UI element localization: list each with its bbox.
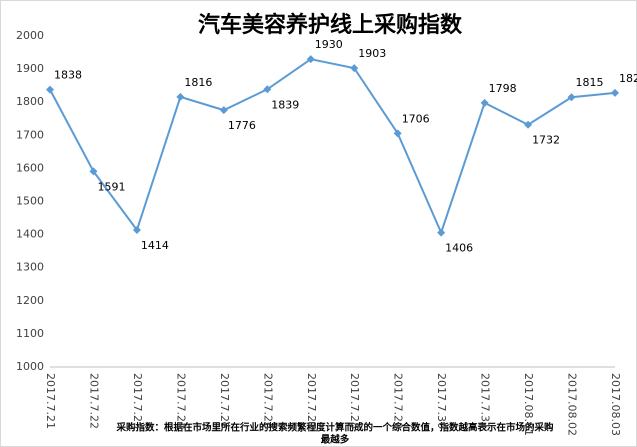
y-tick-label: 1300 <box>16 261 44 274</box>
data-label: 1838 <box>54 69 82 82</box>
data-label: 1591 <box>97 180 125 193</box>
x-tick-label: 2017.7.30 <box>435 373 448 429</box>
x-tick-label: 2017.7.26 <box>261 373 274 429</box>
footnote: 最越多 <box>321 434 350 446</box>
y-tick-label: 1000 <box>16 360 44 373</box>
data-label: 1816 <box>184 76 212 89</box>
marker <box>176 92 185 101</box>
x-tick-label: 2017.7.29 <box>392 373 405 429</box>
y-tick-label: 2000 <box>16 29 44 42</box>
data-label: 1903 <box>358 47 386 60</box>
x-tick-label: 2017.7.21 <box>44 373 57 429</box>
data-label: 1815 <box>576 76 604 89</box>
marker <box>89 167 98 176</box>
chart-title: 汽车美容养护线上采购指数 <box>198 12 463 38</box>
marker <box>219 106 228 115</box>
data-label: 1930 <box>315 38 343 51</box>
data-label: 1839 <box>271 98 299 111</box>
data-label: 1414 <box>141 239 169 252</box>
x-tick-label: 2017.08.03 <box>609 373 622 436</box>
marker <box>567 93 576 102</box>
x-tick-label: 2017.7.22 <box>87 373 100 429</box>
marker <box>46 85 54 94</box>
x-tick-label: 2017.7.24 <box>174 373 187 429</box>
x-tick-label: 2017.08.02 <box>566 373 579 436</box>
y-tick-label: 1600 <box>16 161 44 174</box>
data-label: 1776 <box>228 119 256 132</box>
marker <box>306 55 315 64</box>
marker <box>132 225 141 234</box>
y-tick-label: 1100 <box>16 327 44 340</box>
line <box>49 58 616 236</box>
marker <box>437 228 446 237</box>
data-label: 1798 <box>489 82 517 95</box>
y-tick-label: 1400 <box>16 228 44 241</box>
data-label: 1732 <box>532 134 560 147</box>
y-tick-label: 1700 <box>16 128 44 141</box>
data-label: 1828 <box>619 72 637 85</box>
x-tick-label: 2017.7.27 <box>305 373 318 429</box>
data-label: 1406 <box>445 242 473 255</box>
data-label: 1706 <box>402 112 430 125</box>
marker <box>263 85 272 94</box>
y-tick-label: 1800 <box>16 95 44 108</box>
x-tick-label: 2017.7.23 <box>131 373 144 429</box>
marker <box>393 129 402 138</box>
y-tick-label: 1500 <box>16 195 44 208</box>
footnote: 采购指数：根据在市场里所在行业的搜索频繁程度计算而成的一个综合数值，指数越高表示… <box>115 422 554 434</box>
y-tick-label: 1200 <box>16 294 44 307</box>
marker <box>350 64 359 73</box>
x-tick-label: 2017.7.25 <box>218 373 231 429</box>
marker <box>524 120 533 129</box>
x-tick-label: 2017.7.28 <box>348 373 361 429</box>
x-tick-label: 2017.7.31 <box>479 373 492 429</box>
marker <box>611 88 619 97</box>
marker <box>480 98 489 107</box>
y-tick-label: 1900 <box>16 62 44 75</box>
x-tick-label: 2017.08.01 <box>522 373 535 436</box>
